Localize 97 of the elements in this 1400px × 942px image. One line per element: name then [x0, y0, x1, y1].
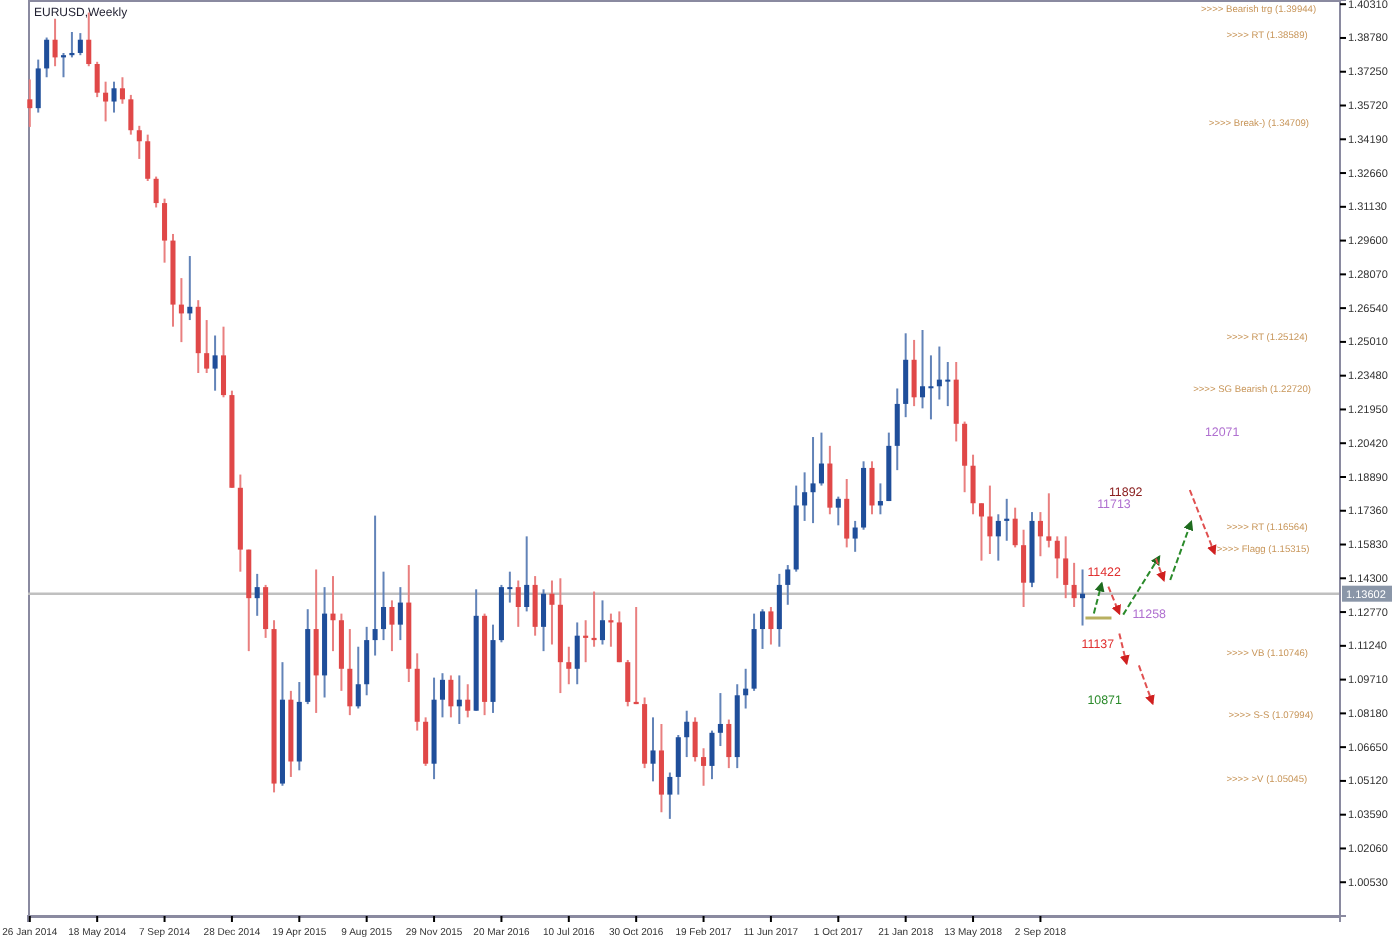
candlestick	[650, 716, 656, 783]
candlestick	[313, 568, 319, 714]
candlestick	[785, 564, 791, 606]
candlestick	[119, 76, 125, 105]
candlestick	[827, 444, 833, 516]
candlestick	[448, 674, 454, 719]
candlestick	[903, 332, 909, 419]
candlestick	[1021, 528, 1027, 608]
candlestick	[978, 502, 984, 562]
candlestick	[743, 667, 749, 710]
candlestick	[549, 579, 555, 646]
candlestick	[726, 718, 732, 770]
candlestick	[692, 716, 698, 763]
candlestick	[532, 575, 538, 637]
candlestick	[69, 31, 75, 59]
candlestick	[212, 334, 218, 392]
candlestick	[717, 692, 723, 748]
candlestick	[591, 590, 597, 648]
candlestick	[204, 319, 210, 375]
candlestick	[911, 338, 917, 408]
candlestick	[524, 535, 530, 613]
candlestick	[220, 325, 227, 399]
candlestick	[397, 586, 403, 642]
candlestick	[111, 80, 117, 114]
candlestick	[187, 255, 193, 322]
candlestick	[1046, 492, 1052, 549]
candlestick	[1071, 561, 1077, 608]
candlestick	[35, 58, 41, 114]
candlestick	[574, 621, 580, 686]
candlestick	[583, 619, 589, 664]
candlestick	[541, 588, 547, 653]
candlestick	[701, 747, 707, 787]
candlestick	[103, 80, 109, 123]
candlestick	[894, 387, 900, 472]
candlestick	[456, 674, 462, 725]
candlestick	[1004, 497, 1010, 542]
candlestick	[608, 612, 614, 648]
candlestick	[254, 572, 260, 617]
candlestick	[810, 436, 816, 525]
candlestick	[389, 599, 395, 653]
candlestick	[465, 683, 471, 719]
candlestick	[372, 514, 378, 657]
candlestick	[759, 608, 766, 650]
candlestick	[995, 513, 1001, 562]
candlestick	[515, 579, 521, 628]
candlestick	[566, 645, 572, 686]
candlestick	[835, 495, 841, 527]
candlestick	[77, 32, 83, 57]
candlestick	[869, 460, 875, 516]
candlestick	[802, 471, 808, 522]
candlestick	[675, 734, 681, 796]
candlestick	[1012, 506, 1018, 549]
candlestick	[768, 605, 774, 646]
candlestick	[136, 124, 142, 160]
candlestick	[844, 477, 850, 549]
candlestick	[599, 599, 606, 646]
candlestick	[877, 482, 883, 516]
candlestick	[684, 709, 690, 759]
candlestick	[355, 645, 361, 710]
candlestick	[153, 175, 159, 209]
candlestick	[439, 672, 445, 719]
candlestick	[945, 360, 951, 408]
candlestick	[953, 360, 959, 443]
candlestick	[128, 93, 134, 136]
candlestick	[667, 771, 673, 820]
candlestick	[625, 658, 631, 708]
candlestick	[94, 60, 100, 99]
candlestick	[263, 583, 269, 639]
candlestick	[27, 78, 33, 128]
candlestick	[919, 328, 926, 410]
candlestick	[970, 453, 976, 516]
candlestick	[616, 610, 622, 664]
candlestick	[380, 570, 387, 642]
candlestick	[776, 572, 782, 648]
candlestick	[928, 354, 934, 421]
candlestick	[962, 420, 968, 494]
candlestick	[423, 716, 429, 767]
candlestick	[52, 17, 58, 68]
candlestick	[60, 51, 67, 79]
candlestick	[1063, 535, 1069, 600]
candlestick	[195, 299, 201, 375]
candlestick	[330, 575, 336, 653]
candlestick	[44, 36, 50, 79]
candlestick	[145, 133, 151, 182]
candlestick	[936, 345, 942, 401]
candlestick	[987, 484, 993, 556]
candlestick	[364, 625, 370, 697]
candlestick	[658, 722, 664, 814]
candlestick	[162, 197, 168, 264]
candlestick	[1054, 535, 1060, 580]
candlestick	[347, 628, 353, 717]
candlestick	[1037, 511, 1043, 558]
candlestick	[633, 605, 639, 706]
candlestick	[852, 519, 858, 553]
candlestick	[818, 431, 824, 487]
candlestick	[1080, 568, 1086, 627]
candlestick	[709, 729, 715, 781]
